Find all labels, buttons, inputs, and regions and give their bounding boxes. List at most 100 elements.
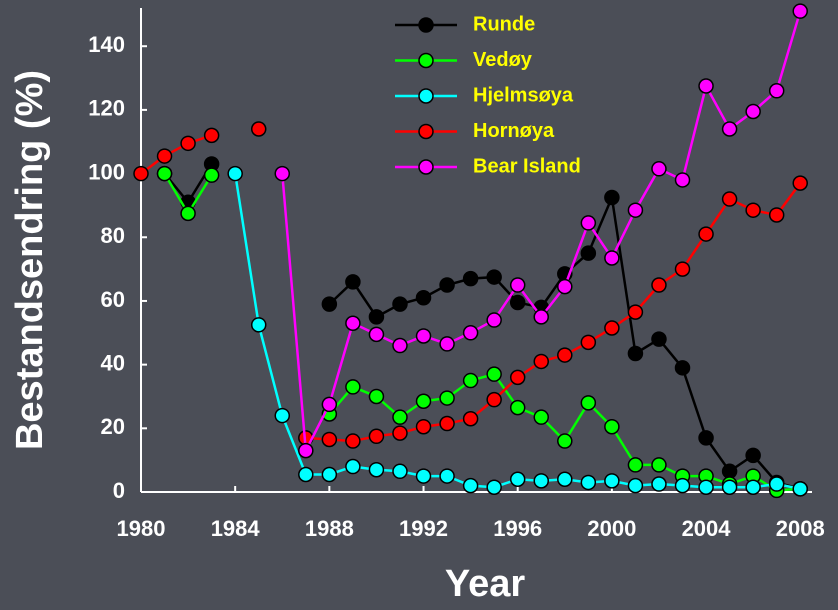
data-point [792, 175, 808, 191]
data-point [439, 468, 455, 484]
data-point [486, 269, 502, 285]
data-point [368, 388, 385, 405]
legend-label: Hornøya [473, 120, 555, 142]
data-point [156, 165, 173, 182]
data-point [486, 312, 502, 328]
data-point [768, 83, 785, 99]
data-point [180, 135, 196, 152]
y-axis-label: Bestandsendring (%) [9, 70, 51, 450]
data-point [721, 479, 738, 495]
data-point [415, 328, 432, 344]
data-point [580, 334, 597, 351]
data-point [580, 215, 597, 231]
data-point [604, 473, 620, 489]
data-point [651, 457, 667, 473]
data-point [274, 165, 291, 182]
data-point [698, 78, 714, 94]
data-point [462, 477, 479, 494]
data-point [415, 468, 432, 484]
legend-marker [418, 159, 434, 175]
y-tick-label: 80 [101, 223, 125, 248]
x-tick-label: 2000 [587, 516, 636, 541]
legend-marker [418, 123, 434, 140]
data-point [509, 471, 526, 488]
data-point [604, 320, 620, 336]
data-point [345, 458, 361, 475]
legend-marker [418, 88, 434, 104]
data-point [792, 3, 808, 19]
data-point [674, 172, 691, 188]
series-line [140, 134, 802, 443]
data-point [250, 317, 267, 333]
data-point [604, 250, 620, 266]
legend-marker [418, 17, 434, 33]
data-point [745, 479, 761, 495]
data-point [439, 336, 455, 352]
data-point [439, 415, 455, 432]
data-point [486, 366, 502, 382]
data-point [250, 121, 267, 137]
data-point [368, 461, 385, 478]
data-point [651, 161, 667, 177]
x-tick-label: 1992 [399, 516, 448, 541]
data-point [698, 226, 714, 242]
data-point [345, 379, 361, 395]
x-tick-label: 2004 [682, 516, 732, 541]
x-tick-label: 1984 [211, 516, 261, 541]
data-point [627, 202, 644, 218]
x-tick-label: 1996 [493, 516, 542, 541]
data-point [392, 425, 408, 441]
data-point [368, 309, 385, 325]
data-point [462, 325, 479, 341]
data-point [203, 167, 220, 183]
data-point [462, 270, 479, 287]
data-point [486, 479, 502, 495]
data-point [674, 477, 691, 494]
x-axis-label: Year [445, 563, 526, 605]
data-point [321, 431, 338, 448]
y-tick-label: 20 [101, 414, 125, 439]
data-point [415, 418, 432, 435]
data-point [509, 277, 526, 293]
data-point [462, 411, 479, 427]
data-point [604, 189, 620, 206]
data-point [392, 409, 408, 425]
data-point [721, 191, 738, 207]
data-point [580, 245, 597, 261]
data-point [745, 103, 761, 120]
data-point [580, 474, 597, 491]
data-point [627, 304, 644, 320]
data-point [745, 202, 761, 218]
data-point [227, 165, 243, 182]
data-point [345, 315, 361, 331]
data-point [674, 360, 691, 376]
legend-label: Bear Island [473, 155, 581, 177]
data-point [533, 309, 549, 325]
data-point [486, 391, 502, 408]
data-point [415, 393, 432, 409]
y-tick-label: 100 [88, 159, 125, 184]
y-tick-label: 40 [101, 350, 125, 375]
data-point [627, 477, 644, 494]
y-tick-label: 0 [113, 478, 125, 503]
data-point [698, 430, 714, 446]
data-point [509, 294, 526, 311]
y-tick-label: 120 [88, 96, 125, 121]
data-point [627, 345, 644, 362]
data-point [651, 277, 667, 293]
data-point [721, 121, 738, 137]
data-point [627, 457, 644, 473]
legend-label: Runde [473, 13, 535, 35]
data-point [557, 433, 573, 449]
data-point [533, 473, 549, 489]
y-tick-label: 140 [88, 32, 125, 57]
data-point [462, 372, 479, 389]
data-point [274, 407, 291, 424]
data-point [604, 418, 620, 435]
data-point [415, 290, 432, 306]
data-point [321, 396, 338, 413]
data-point [321, 296, 338, 312]
data-point [156, 148, 173, 164]
data-point [557, 347, 573, 363]
data-point [133, 165, 149, 182]
